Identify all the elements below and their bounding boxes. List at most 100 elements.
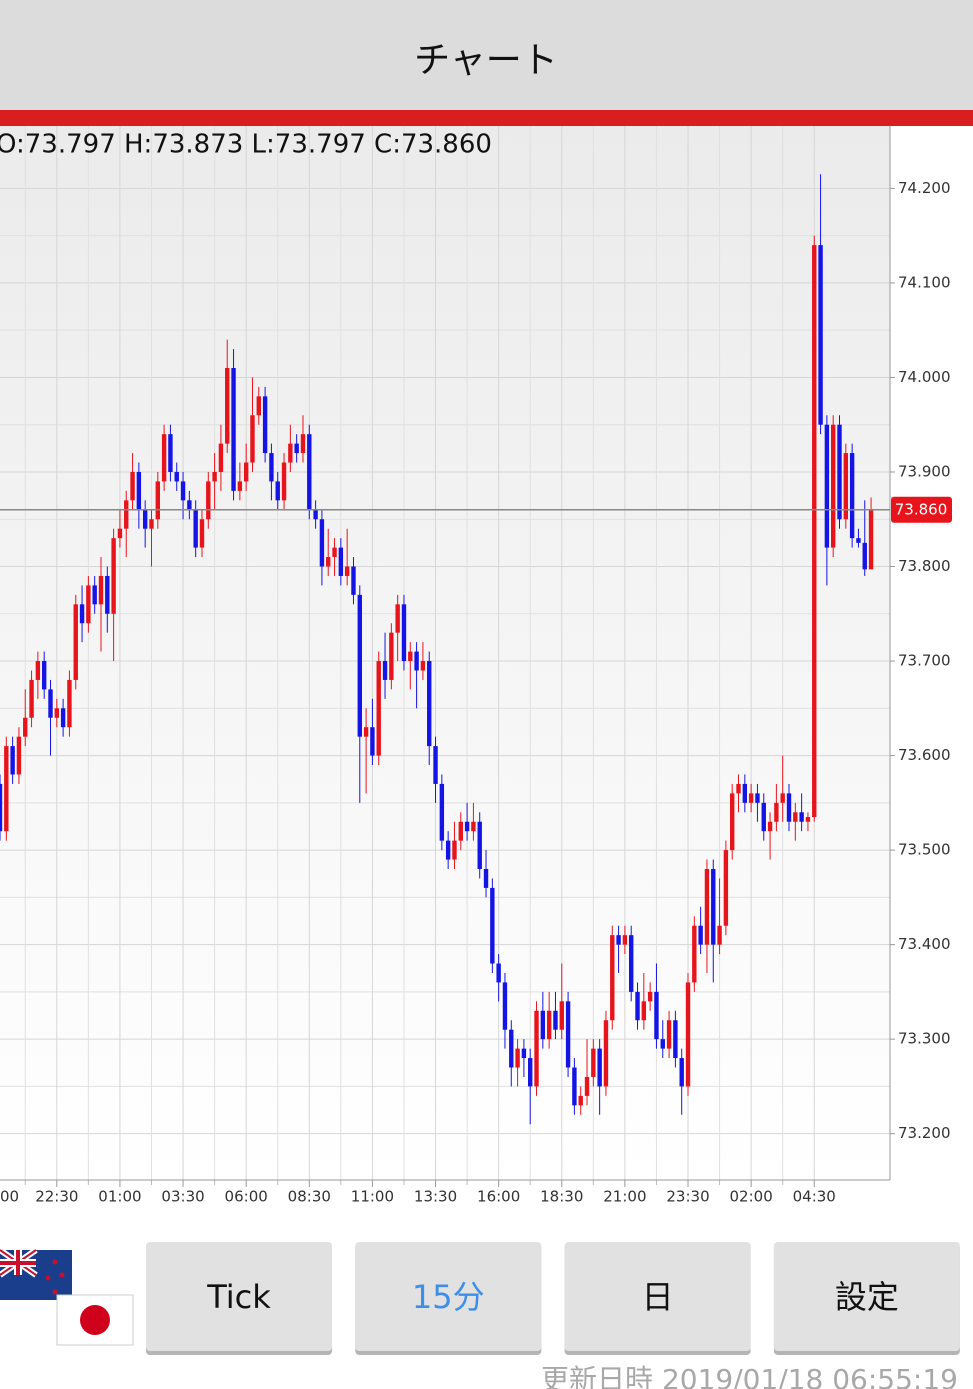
button-label[interactable]: 設定 xyxy=(835,1278,899,1316)
period-button[interactable] xyxy=(146,1242,332,1351)
candle-body xyxy=(464,821,470,832)
candle-body xyxy=(452,840,457,860)
candle-body xyxy=(149,519,154,529)
candle-body xyxy=(174,471,179,482)
y-tick-label: 73.400 xyxy=(898,935,951,953)
candle-body xyxy=(729,793,735,851)
candle-body xyxy=(414,651,419,671)
candle-body xyxy=(212,471,217,482)
candle-body xyxy=(370,727,375,756)
candle-body xyxy=(427,661,432,747)
x-tick-label: 13:30 xyxy=(414,1188,457,1206)
candle-body xyxy=(711,868,716,945)
candle-body xyxy=(180,481,186,501)
candle-body xyxy=(610,935,615,1021)
updated-time: 更新日時 2019/01/18 06:55:19 xyxy=(541,1363,958,1389)
button-label[interactable]: 日 xyxy=(642,1278,674,1316)
candle-body xyxy=(584,1076,590,1096)
candle-body xyxy=(35,661,41,680)
candle-body xyxy=(105,575,110,614)
candle-body xyxy=(155,481,161,520)
candle-body xyxy=(357,594,362,737)
ohlc-readout: O:73.797 H:73.873 L:73.797 C:73.860 xyxy=(0,130,492,160)
candle-body xyxy=(736,783,741,794)
candle-body xyxy=(824,424,830,548)
candle-body xyxy=(837,424,842,520)
period-button[interactable] xyxy=(564,1242,751,1351)
candle-body xyxy=(805,817,811,822)
x-tick-label: 01:00 xyxy=(98,1188,141,1206)
candle-body xyxy=(629,935,634,992)
candle-body xyxy=(458,821,463,841)
candle-body xyxy=(4,746,9,832)
y-tick-label: 74.000 xyxy=(898,368,951,386)
candle-body xyxy=(332,547,337,558)
candle-body xyxy=(774,802,779,822)
x-tick-label: 11:00 xyxy=(351,1188,394,1206)
candle-body xyxy=(168,434,173,472)
button-label[interactable]: Tick xyxy=(206,1278,271,1316)
candle-body xyxy=(294,443,299,454)
y-tick-label: 73.800 xyxy=(898,557,951,575)
candle-body xyxy=(490,887,495,964)
candle-body xyxy=(54,708,60,718)
candle-body xyxy=(382,661,388,680)
candle-body xyxy=(742,783,748,803)
candle-body xyxy=(597,1048,602,1087)
candle-body xyxy=(660,1039,665,1049)
candle-body xyxy=(654,991,659,1040)
candle-body xyxy=(206,481,211,520)
candle-body xyxy=(73,604,78,680)
candle-body xyxy=(635,991,640,1021)
candle-body xyxy=(717,925,722,945)
candle-body xyxy=(546,1010,552,1040)
y-tick-label: 74.100 xyxy=(898,273,951,291)
candle-body xyxy=(86,585,91,624)
y-tick-label: 74.200 xyxy=(898,179,951,197)
candle-body xyxy=(41,661,47,690)
x-tick-label: 02:00 xyxy=(730,1188,773,1206)
candle-body xyxy=(376,661,381,756)
candle-body xyxy=(553,1010,558,1030)
x-tick-label: 08:30 xyxy=(288,1188,331,1206)
candle-body xyxy=(761,802,766,832)
candle-body xyxy=(319,519,325,567)
candle-body xyxy=(401,604,407,662)
x-tick-label: 22:30 xyxy=(35,1188,78,1206)
candle-body xyxy=(641,1001,647,1021)
candle-body xyxy=(755,793,760,803)
candle-body xyxy=(408,651,413,662)
candle-body xyxy=(98,575,104,605)
button-label[interactable]: 15分 xyxy=(412,1278,485,1316)
period-button[interactable] xyxy=(773,1242,960,1351)
candle-body xyxy=(856,538,861,543)
candle-body xyxy=(60,708,66,728)
candle-body xyxy=(281,462,287,501)
candle-body xyxy=(256,396,261,416)
accent-bar xyxy=(0,110,973,126)
x-tick-label: 23:30 xyxy=(666,1188,709,1206)
candle-body xyxy=(572,1067,577,1106)
candle-body xyxy=(565,1001,571,1068)
candle-body xyxy=(868,509,874,570)
candle-body xyxy=(534,1010,539,1087)
x-tick-label: 18:30 xyxy=(540,1188,583,1206)
candle-body xyxy=(521,1048,527,1059)
candle-body xyxy=(830,424,836,548)
candle-body xyxy=(225,367,230,444)
candle-body xyxy=(471,821,476,832)
candle-body xyxy=(193,509,198,548)
candle-body xyxy=(812,245,817,818)
candle-body xyxy=(439,783,445,841)
candle-body xyxy=(111,538,116,614)
candle-body xyxy=(540,1010,546,1040)
candle-body xyxy=(647,991,653,1002)
candle-body xyxy=(559,1001,564,1030)
candle-body xyxy=(136,471,142,510)
x-tick-label: 00 xyxy=(0,1188,19,1206)
candle-body xyxy=(117,528,123,539)
candle-body xyxy=(300,434,306,454)
period-button[interactable] xyxy=(355,1242,542,1351)
